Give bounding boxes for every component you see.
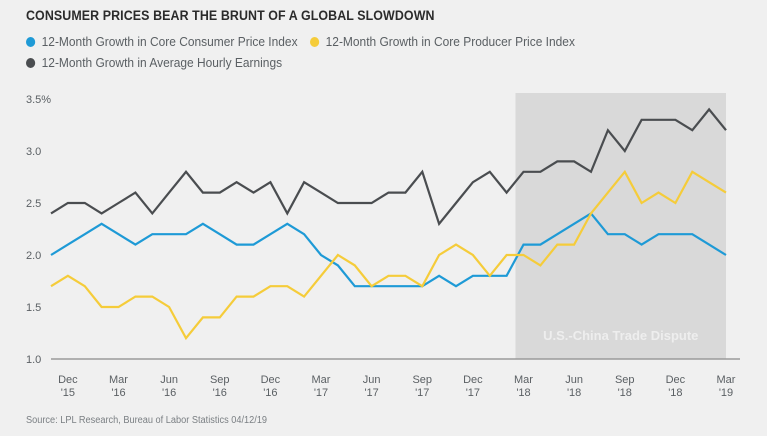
legend-swatch-ppi bbox=[310, 36, 320, 47]
x-tick-label-year: '16 bbox=[162, 387, 176, 399]
chart-title: CONSUMER PRICES BEAR THE BRUNT OF A GLOB… bbox=[26, 8, 435, 23]
x-tick-label-year: '15 bbox=[61, 387, 75, 399]
shaded-region bbox=[515, 93, 726, 359]
y-tick-label: 2.0 bbox=[26, 250, 41, 262]
legend-item-ppi: 12-Month Growth in Core Producer Price I… bbox=[310, 34, 575, 49]
x-tick-label-month: Jun bbox=[160, 374, 178, 386]
x-tick-label-year: '19 bbox=[719, 387, 733, 399]
x-tick-label-month: Sep bbox=[210, 374, 230, 386]
x-tick-label-year: '18 bbox=[516, 387, 530, 399]
x-tick-label-month: Dec bbox=[666, 374, 686, 386]
y-tick-label: 3.0 bbox=[26, 146, 41, 158]
x-tick-label-year: '16 bbox=[263, 387, 277, 399]
x-tick-label-month: Dec bbox=[261, 374, 281, 386]
legend-label-earnings: 12-Month Growth in Average Hourly Earnin… bbox=[41, 55, 283, 70]
x-tick-label-month: Dec bbox=[463, 374, 483, 386]
y-tick-label: 2.5 bbox=[26, 198, 41, 210]
y-tick-label: 1.0 bbox=[26, 354, 41, 366]
x-tick-label-year: '16 bbox=[213, 387, 227, 399]
legend-swatch-earnings bbox=[26, 57, 36, 68]
legend-swatch-cpi bbox=[26, 36, 36, 47]
x-tick-label-year: '17 bbox=[314, 387, 328, 399]
x-tick-label-year: '17 bbox=[415, 387, 429, 399]
legend-item-earnings: 12-Month Growth in Average Hourly Earnin… bbox=[26, 55, 282, 70]
y-tick-label: 3.5% bbox=[26, 94, 51, 106]
x-tick-label-year: '18 bbox=[567, 387, 581, 399]
x-tick-label-month: Mar bbox=[109, 374, 128, 386]
x-tick-label-year: '17 bbox=[466, 387, 480, 399]
source-note: Source: LPL Research, Bureau of Labor St… bbox=[26, 415, 268, 426]
x-tick-label-year: '18 bbox=[618, 387, 632, 399]
x-tick-label-month: Dec bbox=[58, 374, 78, 386]
x-tick-label-month: Jun bbox=[565, 374, 583, 386]
legend-item-cpi: 12-Month Growth in Core Consumer Price I… bbox=[26, 34, 298, 49]
x-tick-label-month: Sep bbox=[412, 374, 432, 386]
legend-label-ppi: 12-Month Growth in Core Producer Price I… bbox=[325, 34, 575, 49]
x-tick-label-month: Mar bbox=[312, 374, 331, 386]
x-tick-label-month: Mar bbox=[717, 374, 736, 386]
legend-label-cpi: 12-Month Growth in Core Consumer Price I… bbox=[41, 34, 298, 49]
x-tick-label-year: '18 bbox=[668, 387, 682, 399]
x-tick-label-month: Mar bbox=[514, 374, 533, 386]
x-tick-label-month: Sep bbox=[615, 374, 635, 386]
x-tick-label-year: '16 bbox=[111, 387, 125, 399]
x-tick-label-month: Jun bbox=[363, 374, 381, 386]
shaded-region-label: U.S.-China Trade Dispute bbox=[543, 328, 698, 343]
y-tick-label: 1.5 bbox=[26, 302, 41, 314]
x-tick-label-year: '17 bbox=[364, 387, 378, 399]
